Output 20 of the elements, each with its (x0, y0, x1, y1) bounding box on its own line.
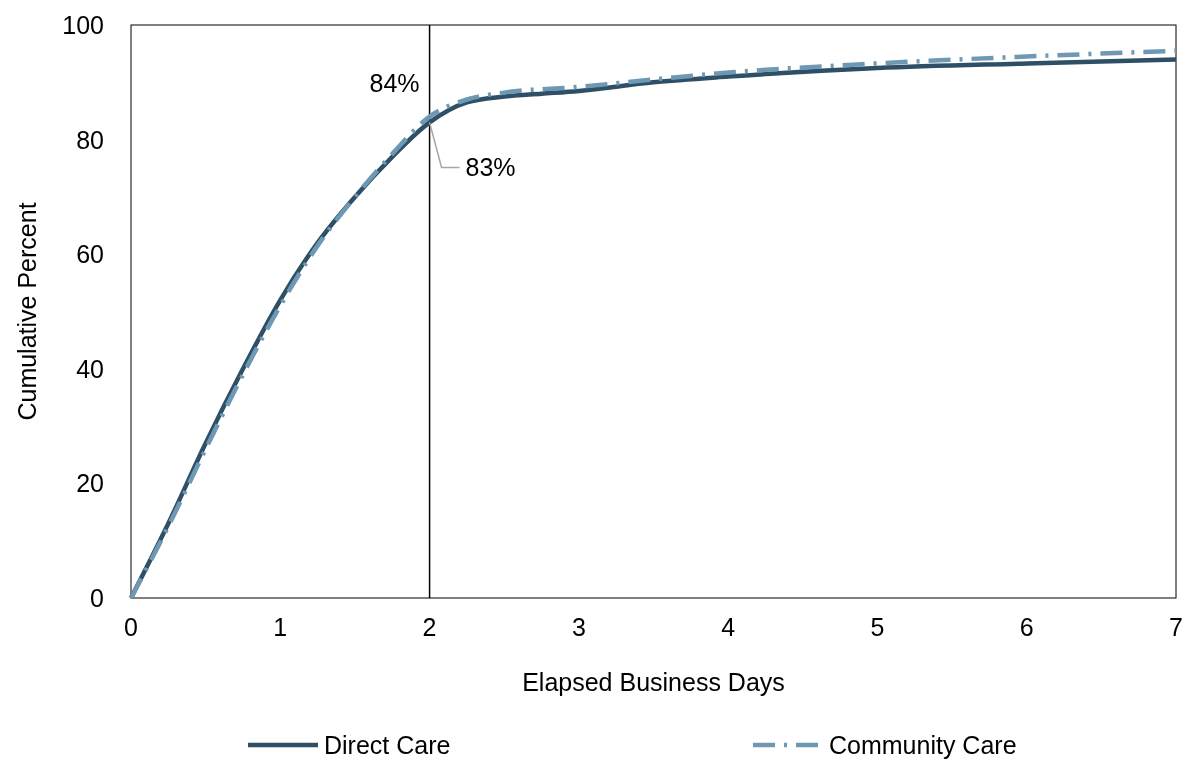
annotation: 83% (465, 153, 516, 182)
x-tick-label: 5 (870, 613, 885, 641)
y-tick-label: 100 (62, 11, 104, 39)
y-tick-label: 60 (76, 240, 104, 269)
y-tick-label: 80 (76, 125, 104, 154)
legend-label: Community Care (829, 731, 1017, 759)
x-axis-title: Elapsed Business Days (522, 668, 785, 696)
annotation: 84% (369, 68, 420, 97)
y-tick-label: 40 (76, 354, 104, 383)
x-tick-label: 6 (1019, 613, 1034, 641)
y-tick-label: 0 (90, 584, 104, 612)
y-axis-title: Cumulative Percent (13, 202, 41, 421)
x-tick-label: 7 (1169, 613, 1183, 641)
x-tick-label: 3 (571, 613, 586, 641)
x-tick-label: 2 (422, 613, 437, 641)
x-tick-label: 4 (721, 613, 736, 641)
legend-label: Direct Care (324, 731, 451, 759)
x-tick-label: 1 (273, 613, 288, 641)
y-tick-label: 20 (76, 469, 104, 498)
x-tick-label: 0 (124, 613, 138, 641)
